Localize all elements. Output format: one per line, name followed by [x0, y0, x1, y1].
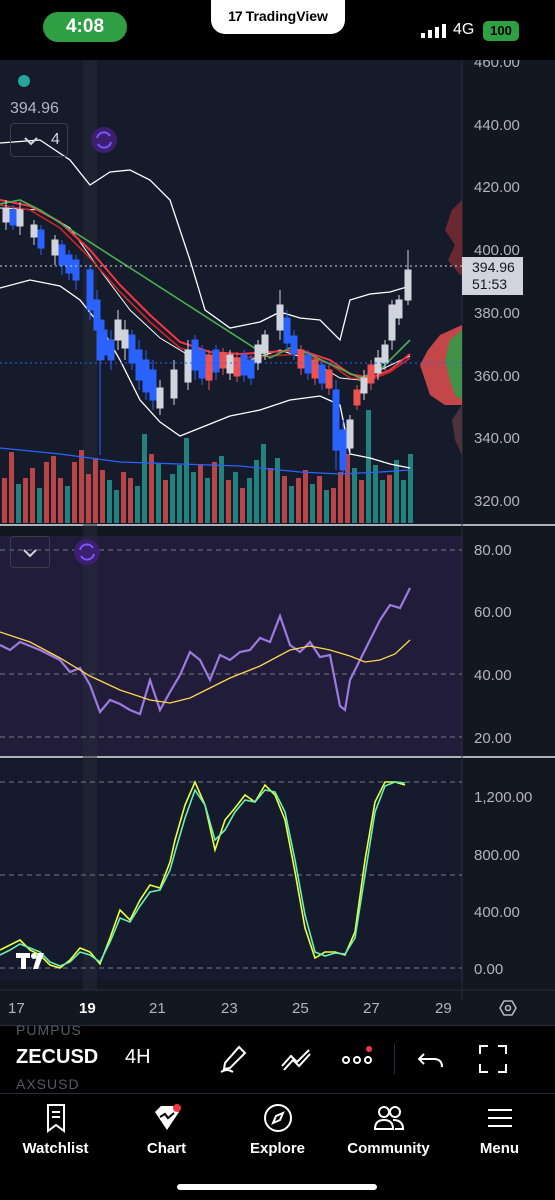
- osc-tick-1200: 1,200.00: [474, 789, 532, 806]
- status-bar: 4:08 17 TradingView 4G 100: [0, 0, 555, 60]
- symbol-ghost-bottom: AXSUSD: [16, 1076, 80, 1092]
- time-tick-21: 21: [149, 1000, 166, 1017]
- more-icon[interactable]: [340, 1042, 374, 1076]
- chevron-down-icon: [24, 137, 38, 146]
- time-tick-29: 29: [435, 1000, 452, 1017]
- tab-menu[interactable]: Menu: [444, 1102, 555, 1157]
- price-tag-value: 394.96: [472, 259, 515, 275]
- time-tick-25: 25: [292, 1000, 309, 1017]
- rsi-refresh-icon[interactable]: [74, 539, 100, 565]
- rsi-ma-line: [0, 631, 411, 704]
- price-tick-460: 460.00: [474, 60, 520, 71]
- price-tick-420: 420.00: [474, 179, 520, 196]
- price-tick-440: 440.00: [474, 117, 520, 134]
- price-tag-countdown: 51:53: [472, 276, 508, 292]
- rsi-tick-20: 20.00: [474, 730, 512, 747]
- osc-line-green: [0, 781, 406, 967]
- price-tick-380: 380.00: [474, 305, 520, 322]
- rsi-line: [0, 587, 411, 716]
- osc-tick-800: 800.00: [474, 847, 520, 864]
- chart-area[interactable]: 460.00 440.00 420.00 400.00 380.00 360.0…: [0, 60, 555, 1025]
- osc-tick-400: 400.00: [474, 904, 520, 921]
- price-tick-360: 360.00: [474, 368, 520, 385]
- volume-profile: [420, 200, 462, 455]
- price-axis[interactable]: 460.00 440.00 420.00 400.00 380.00 360.0…: [474, 60, 520, 510]
- tab-explore-label: Explore: [249, 1140, 306, 1157]
- time-tick-17: 17: [8, 1000, 25, 1017]
- rsi-tick-40: 40.00: [474, 667, 512, 684]
- tab-watchlist-label: Watchlist: [22, 1140, 89, 1157]
- tradingview-watermark-icon: [16, 953, 44, 969]
- brush-icon[interactable]: [217, 1042, 251, 1076]
- rsi-axis[interactable]: 80.00 60.00 40.00 20.00: [474, 542, 512, 747]
- rsi-tick-80: 80.00: [474, 542, 512, 559]
- tradingview-tab-label: TradingView: [245, 8, 328, 24]
- tab-chart-label: Chart: [146, 1140, 187, 1157]
- tab-menu-label: Menu: [479, 1140, 520, 1157]
- tab-chart[interactable]: Chart: [111, 1102, 222, 1157]
- home-indicator[interactable]: [177, 1184, 377, 1190]
- interval-selector[interactable]: 4H: [125, 1046, 151, 1068]
- hamburger-icon: [487, 1109, 512, 1127]
- toolbar-divider: [394, 1044, 395, 1074]
- rsi-pane-bg: [0, 536, 462, 756]
- rsi-collapse-button[interactable]: [10, 536, 50, 568]
- signal-icon: [421, 24, 446, 38]
- osc-axis[interactable]: 1,200.00 800.00 400.00 0.00: [474, 789, 532, 978]
- bookmark-icon: [46, 1104, 65, 1133]
- tab-community-label: Community: [347, 1140, 430, 1157]
- chart-settings-icon[interactable]: [499, 1000, 517, 1016]
- price-candles: [2, 200, 412, 475]
- chevron-down-icon: [23, 549, 37, 558]
- indicators-toggle-button[interactable]: 4: [10, 123, 68, 157]
- time-tick-23: 23: [221, 1000, 238, 1017]
- volume-bars: [2, 410, 413, 523]
- trend-line-icon[interactable]: [279, 1042, 313, 1076]
- compass-icon: [263, 1104, 292, 1132]
- osc-pane-bg: [0, 760, 462, 980]
- price-tick-320: 320.00: [474, 493, 520, 510]
- refresh-indicator-icon[interactable]: [91, 127, 117, 153]
- price-tick-340: 340.00: [474, 430, 520, 447]
- tab-watchlist[interactable]: Watchlist: [0, 1102, 111, 1157]
- battery-indicator: 100: [483, 21, 519, 41]
- tab-explore[interactable]: Explore: [222, 1102, 333, 1157]
- current-price-tag: 394.96 51:53: [462, 257, 523, 295]
- tradingview-logo-icon: 17: [228, 8, 243, 24]
- market-open-icon: [18, 75, 30, 87]
- time-tick-19: 19: [79, 1000, 96, 1017]
- tab-community[interactable]: Community: [333, 1102, 444, 1157]
- chart-svg[interactable]: 460.00 440.00 420.00 400.00 380.00 360.0…: [0, 60, 555, 1025]
- legend-price: 394.96: [10, 100, 59, 117]
- osc-tick-0: 0.00: [474, 961, 503, 978]
- price-tick-400: 400.00: [474, 242, 520, 259]
- tradingview-tab[interactable]: 17 TradingView: [211, 0, 345, 34]
- time-tick-27: 27: [363, 1000, 380, 1017]
- rsi-tick-60: 60.00: [474, 604, 512, 621]
- indicator-count: 4: [51, 131, 60, 148]
- undo-icon[interactable]: [414, 1042, 448, 1076]
- chart-icon: [154, 1104, 181, 1130]
- bb-upper: [0, 139, 411, 342]
- status-time[interactable]: 4:08: [43, 12, 127, 42]
- volume-ma-line: [0, 447, 411, 475]
- chart-toolbar: PUMPUS AXSUSD ZECUSD 4H: [0, 1022, 555, 1093]
- symbol-ghost-top: PUMPUS: [16, 1022, 82, 1038]
- symbol-selector[interactable]: ZECUSD: [16, 1046, 99, 1068]
- time-axis[interactable]: 17 19 21 23 25 27 29: [8, 1000, 452, 1017]
- bottom-tab-bar: Watchlist Chart Explore Community Me: [0, 1093, 555, 1200]
- people-icon: [373, 1106, 404, 1130]
- fullscreen-icon[interactable]: [476, 1042, 510, 1076]
- network-type: 4G: [453, 21, 475, 38]
